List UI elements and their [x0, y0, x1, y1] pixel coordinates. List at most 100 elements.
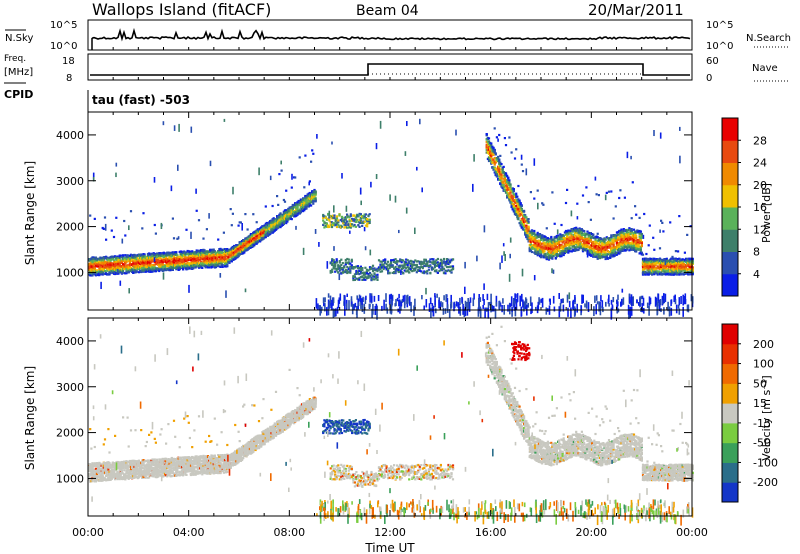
- range-cell: [515, 148, 518, 151]
- range-cell: [442, 257, 446, 261]
- range-cell: [120, 260, 123, 263]
- range-cell: [196, 250, 199, 253]
- range-cell: [117, 258, 120, 261]
- range-cell: [435, 269, 438, 272]
- range-cell: [221, 254, 224, 257]
- range-cell: [162, 268, 165, 271]
- range-cell: [149, 260, 152, 263]
- range-cell: [186, 261, 189, 264]
- range-cell: [540, 256, 543, 259]
- range-cell: [348, 220, 351, 223]
- range-cell: [162, 269, 165, 272]
- range-cell: [201, 266, 204, 269]
- range-cell: [89, 272, 92, 275]
- range-cell: [140, 253, 143, 256]
- nave-label: Nave: [752, 63, 778, 74]
- range-cell: [214, 259, 217, 262]
- range-cell: [176, 254, 179, 257]
- range-cell: [225, 250, 228, 253]
- range-cell: [192, 267, 195, 270]
- range-cell: [155, 268, 159, 271]
- range-cell: [530, 250, 534, 254]
- range-cell: [208, 264, 211, 267]
- range-cell: [213, 250, 216, 253]
- range-cell: [108, 273, 111, 276]
- range-cell: [151, 270, 154, 273]
- range-cell: [155, 252, 159, 255]
- range-cell: [182, 268, 185, 271]
- range-cell: [217, 264, 220, 268]
- range-cell: [580, 234, 583, 237]
- range-cell: [95, 269, 99, 272]
- range-cell: [451, 265, 455, 268]
- range-cell: [196, 262, 199, 265]
- range-cell: [589, 239, 592, 242]
- range-cell: [196, 264, 199, 267]
- range-cell: [93, 270, 96, 273]
- range-cell: [158, 252, 161, 255]
- range-cell: [225, 255, 228, 258]
- range-cell: [344, 218, 347, 221]
- range-cell: [230, 224, 233, 227]
- range-cell: [137, 266, 140, 269]
- range-cell: [166, 267, 169, 270]
- range-cell: [204, 259, 207, 262]
- range-cell: [230, 250, 233, 254]
- range-cell: [102, 259, 105, 262]
- range-cell: [340, 263, 343, 267]
- range-cell: [572, 242, 575, 245]
- cpid-label: CPID: [4, 88, 33, 101]
- range-cell: [542, 203, 545, 206]
- range-cell: [517, 184, 520, 188]
- range-cell: [201, 249, 204, 252]
- range-cell: [144, 264, 147, 267]
- range-cell: [546, 243, 549, 246]
- range-cell: [193, 252, 196, 255]
- range-cell: [119, 259, 122, 262]
- range-cell: [159, 263, 162, 266]
- range-cell: [414, 269, 417, 272]
- range-cell: [131, 259, 134, 263]
- range-cell: [196, 261, 199, 264]
- date-title: 20/Mar/2011: [588, 1, 684, 19]
- range-cell: [256, 241, 259, 244]
- range-cell: [376, 276, 379, 279]
- range-cell: [144, 265, 147, 268]
- range-cell: [171, 217, 174, 220]
- range-cell: [145, 266, 148, 269]
- range-cell: [132, 255, 135, 258]
- range-cell: [155, 259, 159, 262]
- range-cell: [368, 213, 371, 216]
- range-cell: [134, 261, 137, 264]
- range-cell: [106, 273, 109, 276]
- range-cell: [564, 201, 568, 205]
- range-cell: [117, 272, 120, 275]
- range-cell: [349, 213, 352, 216]
- range-cell: [540, 253, 543, 256]
- range-cell: [186, 249, 189, 253]
- range-cell: [368, 221, 371, 224]
- range-cell: [255, 237, 258, 240]
- range-cell: [351, 223, 354, 226]
- freq-tick-bottom: 8: [66, 73, 72, 84]
- freq-panel: Freq. [MHz] 18 8 60 0 Nave: [4, 53, 790, 84]
- range-cell: [124, 259, 127, 262]
- range-cell: [211, 258, 214, 261]
- nsky-trace: [91, 27, 691, 42]
- range-cell: [170, 251, 173, 254]
- range-cell: [137, 261, 140, 264]
- range-cell: [209, 249, 212, 252]
- range-cell: [581, 194, 585, 197]
- range-cell: [209, 259, 212, 262]
- range-cell: [115, 216, 118, 219]
- range-cell: [166, 259, 169, 262]
- range-cell: [512, 205, 515, 208]
- range-cell: [490, 142, 493, 145]
- range-cell: [569, 247, 572, 250]
- range-cell: [246, 228, 249, 231]
- range-cell: [527, 225, 530, 228]
- range-cell: [493, 163, 496, 166]
- range-cell: [132, 260, 135, 263]
- range-cell: [225, 263, 228, 267]
